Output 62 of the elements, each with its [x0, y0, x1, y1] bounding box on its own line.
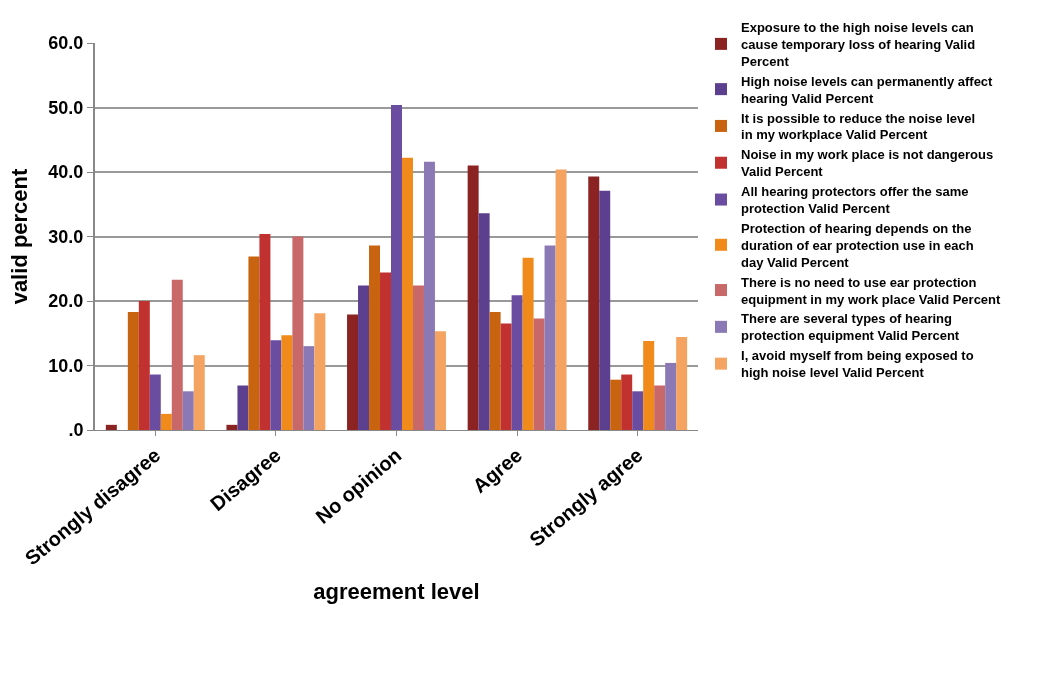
bar [226, 424, 238, 430]
legend-label: There is no need to use ear protection equipment in my work place Valid Percent [741, 274, 1002, 307]
x-axis-title: agreement level [313, 579, 480, 605]
bar [369, 245, 381, 430]
legend-label: High noise levels can permanently affect hearing Valid Percent [741, 73, 994, 106]
legend-label: All hearing protectors offer the same protection Valid Percent [741, 184, 969, 217]
bar [434, 331, 446, 430]
legend-label: There are several types of hearing protection equipment Valid Percent [741, 311, 960, 344]
legend-label: It is possible to reduce the noise level in my workplace Valid Percent [741, 110, 976, 143]
bar [610, 379, 622, 430]
y-tick-label: 40.0 [48, 162, 84, 183]
bar [292, 236, 304, 430]
legend-label: Exposure to the high noise levels can cause temporary loss of hearing Valid Percent [741, 20, 976, 69]
bar [358, 285, 370, 430]
y-tick-label: .0 [68, 420, 84, 441]
bar [489, 311, 501, 430]
y-tick-label: 50.0 [48, 97, 84, 118]
bar [138, 301, 150, 430]
bar [665, 362, 677, 430]
bar [599, 190, 611, 430]
bar [478, 213, 490, 430]
bar [391, 104, 402, 430]
y-tick-label: 30.0 [48, 226, 84, 247]
bar [544, 245, 556, 430]
bar [347, 314, 359, 430]
bar [182, 391, 194, 430]
bar [303, 346, 315, 430]
bar [127, 311, 139, 430]
bar [401, 157, 413, 430]
bar [270, 340, 282, 430]
bar [149, 374, 161, 430]
bar [522, 257, 534, 430]
bar [171, 279, 183, 430]
bar [160, 413, 172, 430]
bar [105, 424, 117, 430]
y-tick-label: 60.0 [48, 33, 84, 54]
bar [643, 340, 655, 430]
bar [632, 391, 644, 430]
bar [193, 355, 205, 430]
bar [676, 337, 688, 430]
bar [467, 165, 479, 430]
bar [511, 295, 523, 430]
bar [380, 272, 392, 430]
y-tick-label: 20.0 [48, 291, 84, 312]
bar [555, 169, 567, 430]
y-tick-label: 10.0 [48, 355, 84, 376]
bar [281, 335, 293, 430]
y-axis-title: valid percent [6, 167, 32, 305]
bar [654, 385, 666, 430]
legend-label: Protection of hearing depends on the duration of ear protection use in each day Valid Percent [741, 220, 974, 270]
bar [412, 285, 424, 430]
bar [588, 176, 600, 430]
bar [621, 374, 633, 430]
bar [248, 256, 260, 430]
bar [423, 161, 435, 430]
bar [500, 323, 512, 430]
legend-label: I, avoid myself from being exposed to high noise level Valid Percent [741, 348, 974, 381]
legend-label: Noise in my work place is not dangerous Valid Percent [741, 147, 994, 180]
bar [533, 318, 545, 430]
bar [237, 385, 249, 430]
bar [259, 233, 271, 430]
bar [314, 313, 326, 430]
